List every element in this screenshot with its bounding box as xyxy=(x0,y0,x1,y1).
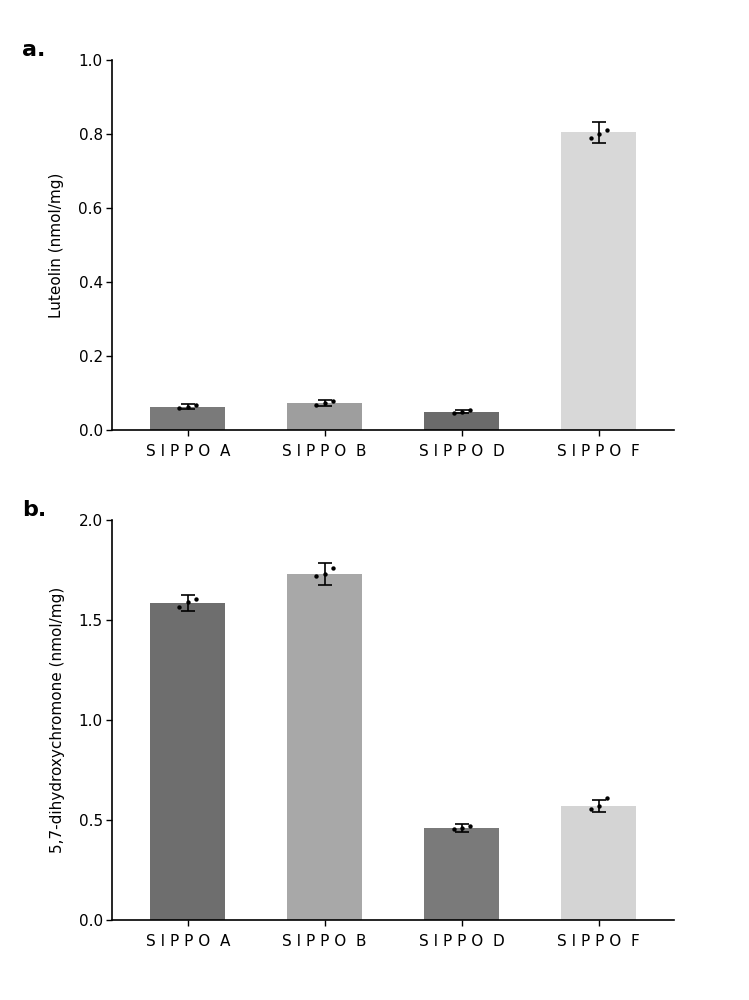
Point xyxy=(182,399,194,415)
Point xyxy=(190,397,202,413)
Point xyxy=(447,405,459,421)
Bar xyxy=(424,828,500,920)
Point xyxy=(174,400,186,416)
Bar xyxy=(561,806,637,920)
Point xyxy=(190,591,202,607)
Bar xyxy=(150,407,225,430)
Point xyxy=(174,599,186,615)
Text: a.: a. xyxy=(22,40,46,60)
Point xyxy=(311,568,323,584)
Point xyxy=(584,801,596,817)
Text: b.: b. xyxy=(22,500,46,520)
Bar xyxy=(287,403,363,430)
Point xyxy=(601,122,613,138)
Point xyxy=(601,790,613,806)
Y-axis label: 5,7-dihydroxychromone (nmol/mg): 5,7-dihydroxychromone (nmol/mg) xyxy=(49,587,64,853)
Point xyxy=(447,821,459,837)
Bar xyxy=(287,574,363,920)
Point xyxy=(319,566,331,582)
Point xyxy=(311,397,323,413)
Point xyxy=(464,818,476,834)
Point xyxy=(182,594,194,610)
Point xyxy=(319,395,331,411)
Point xyxy=(584,130,596,146)
Point xyxy=(592,798,604,814)
Point xyxy=(455,820,467,836)
Bar xyxy=(561,132,637,430)
Point xyxy=(455,403,467,420)
Y-axis label: Luteolin (nmol/mg): Luteolin (nmol/mg) xyxy=(49,172,64,318)
Bar xyxy=(150,603,225,920)
Point xyxy=(592,126,604,142)
Bar xyxy=(424,412,500,430)
Point xyxy=(464,402,476,418)
Point xyxy=(327,393,339,409)
Point xyxy=(327,560,339,576)
